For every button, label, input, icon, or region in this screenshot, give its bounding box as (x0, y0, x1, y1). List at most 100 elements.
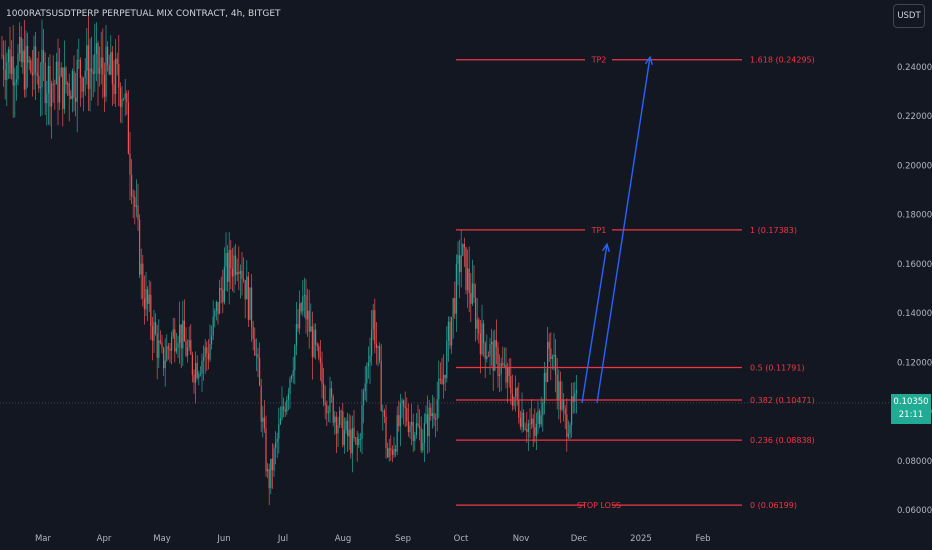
candle-body (46, 93, 48, 104)
y-tick-label: 0.20000 (897, 161, 932, 171)
candle-body (193, 375, 195, 383)
candle-body (508, 367, 510, 376)
candle-body (174, 329, 176, 352)
candle-body (108, 65, 110, 75)
candle-body (307, 310, 309, 320)
candle-body (470, 293, 472, 304)
candle-body (535, 423, 537, 437)
candle-body (164, 360, 166, 369)
candle-body (126, 93, 128, 103)
price-axis[interactable]: 0.24000 0.22000 0.20000 0.18000 0.16000 0.140… (0, 63, 932, 516)
fib-level-value: 1 (0.17383) (750, 226, 797, 235)
fib-level-value: 0.5 (0.11791) (750, 363, 805, 372)
currency-button[interactable]: USDT (893, 4, 925, 28)
candle-body (35, 46, 37, 73)
candle-body (111, 52, 113, 85)
candle-body (393, 449, 395, 455)
candle-body (427, 414, 429, 437)
candle-body (412, 422, 414, 442)
candle-body (171, 336, 173, 351)
y-tick-label: 0.22000 (897, 112, 932, 122)
candle-body (54, 83, 56, 85)
candle-body (140, 263, 142, 275)
candle-body (92, 71, 94, 74)
candle-body (441, 379, 443, 385)
candle-body (79, 59, 81, 78)
candle-body (348, 429, 350, 437)
candle-body (3, 55, 5, 70)
candle-body (265, 428, 267, 472)
candle-body (361, 405, 363, 439)
candle-body (281, 406, 283, 419)
candle-body (551, 356, 553, 359)
time-axis[interactable]: Mar Apr May Jun Jul Aug Sep Oct Nov Dec 2025 Feb (35, 534, 711, 544)
candle-body (59, 76, 61, 103)
candle-body (9, 49, 11, 74)
candle-body (75, 97, 77, 102)
candle-body (15, 79, 17, 83)
candle-body (302, 296, 304, 312)
candle-body (195, 363, 197, 383)
candle-body (153, 322, 155, 341)
candle-body (268, 469, 270, 489)
candle-body (537, 411, 539, 424)
candle-body (398, 415, 400, 427)
candle-body (414, 434, 416, 442)
bar-countdown: 21:11 (898, 410, 924, 420)
candle-body (84, 70, 86, 78)
candle-body (513, 396, 515, 406)
y-tick-label: 0.24000 (897, 63, 932, 73)
candle-body (507, 367, 509, 383)
candle-body (359, 438, 361, 440)
candle-body (158, 340, 160, 358)
fib-level: 0.236 (0.08838) (456, 436, 815, 445)
candle-body (486, 356, 488, 360)
x-tick-label: Mar (35, 534, 52, 544)
candle-body (289, 378, 291, 394)
candle-body (47, 65, 49, 94)
candle-body (446, 340, 448, 379)
candle-body (179, 324, 181, 344)
candle-body (251, 287, 253, 327)
candle-body (284, 409, 286, 412)
candle-body (339, 411, 341, 426)
candle-body (409, 425, 411, 433)
candle-body (139, 219, 141, 275)
candle-body (115, 58, 117, 95)
candle-body (385, 416, 387, 448)
candle-body (116, 58, 118, 65)
candle-body (243, 279, 245, 281)
candle-body (267, 469, 269, 472)
candle-body (369, 355, 371, 363)
candle-body (236, 272, 238, 275)
candle-body (44, 62, 46, 104)
candle-body (329, 388, 331, 413)
candle-body (483, 323, 485, 343)
candle-body (300, 303, 302, 312)
candle-body (7, 49, 9, 63)
fib-level-label: TP1 (591, 226, 607, 235)
candle-body (263, 417, 265, 429)
fib-levels-layer[interactable]: TP2 1.618 (0.24295) TP1 1 (0.17383) 0.5 (0.1… (456, 56, 815, 510)
candle-body (449, 321, 451, 346)
candle-body (571, 396, 573, 425)
fib-level-value: 0.382 (0.10471) (750, 396, 815, 405)
y-tick-label: 0.16000 (897, 260, 932, 270)
candle-body (436, 399, 438, 420)
candle-body (332, 396, 334, 423)
candle-body (135, 205, 137, 207)
candle-body (403, 400, 405, 407)
candle-body (313, 329, 315, 357)
candle-body (43, 49, 45, 63)
candle-body (143, 298, 145, 310)
candle-body (433, 413, 435, 419)
candle-body (278, 424, 280, 439)
candle-body (217, 302, 219, 314)
candle-body (231, 268, 233, 277)
x-tick-label: Jun (216, 534, 230, 544)
candle-body (417, 423, 419, 426)
x-tick-label: Jul (277, 534, 288, 544)
candle-body (155, 322, 157, 334)
candle-body (190, 340, 192, 355)
